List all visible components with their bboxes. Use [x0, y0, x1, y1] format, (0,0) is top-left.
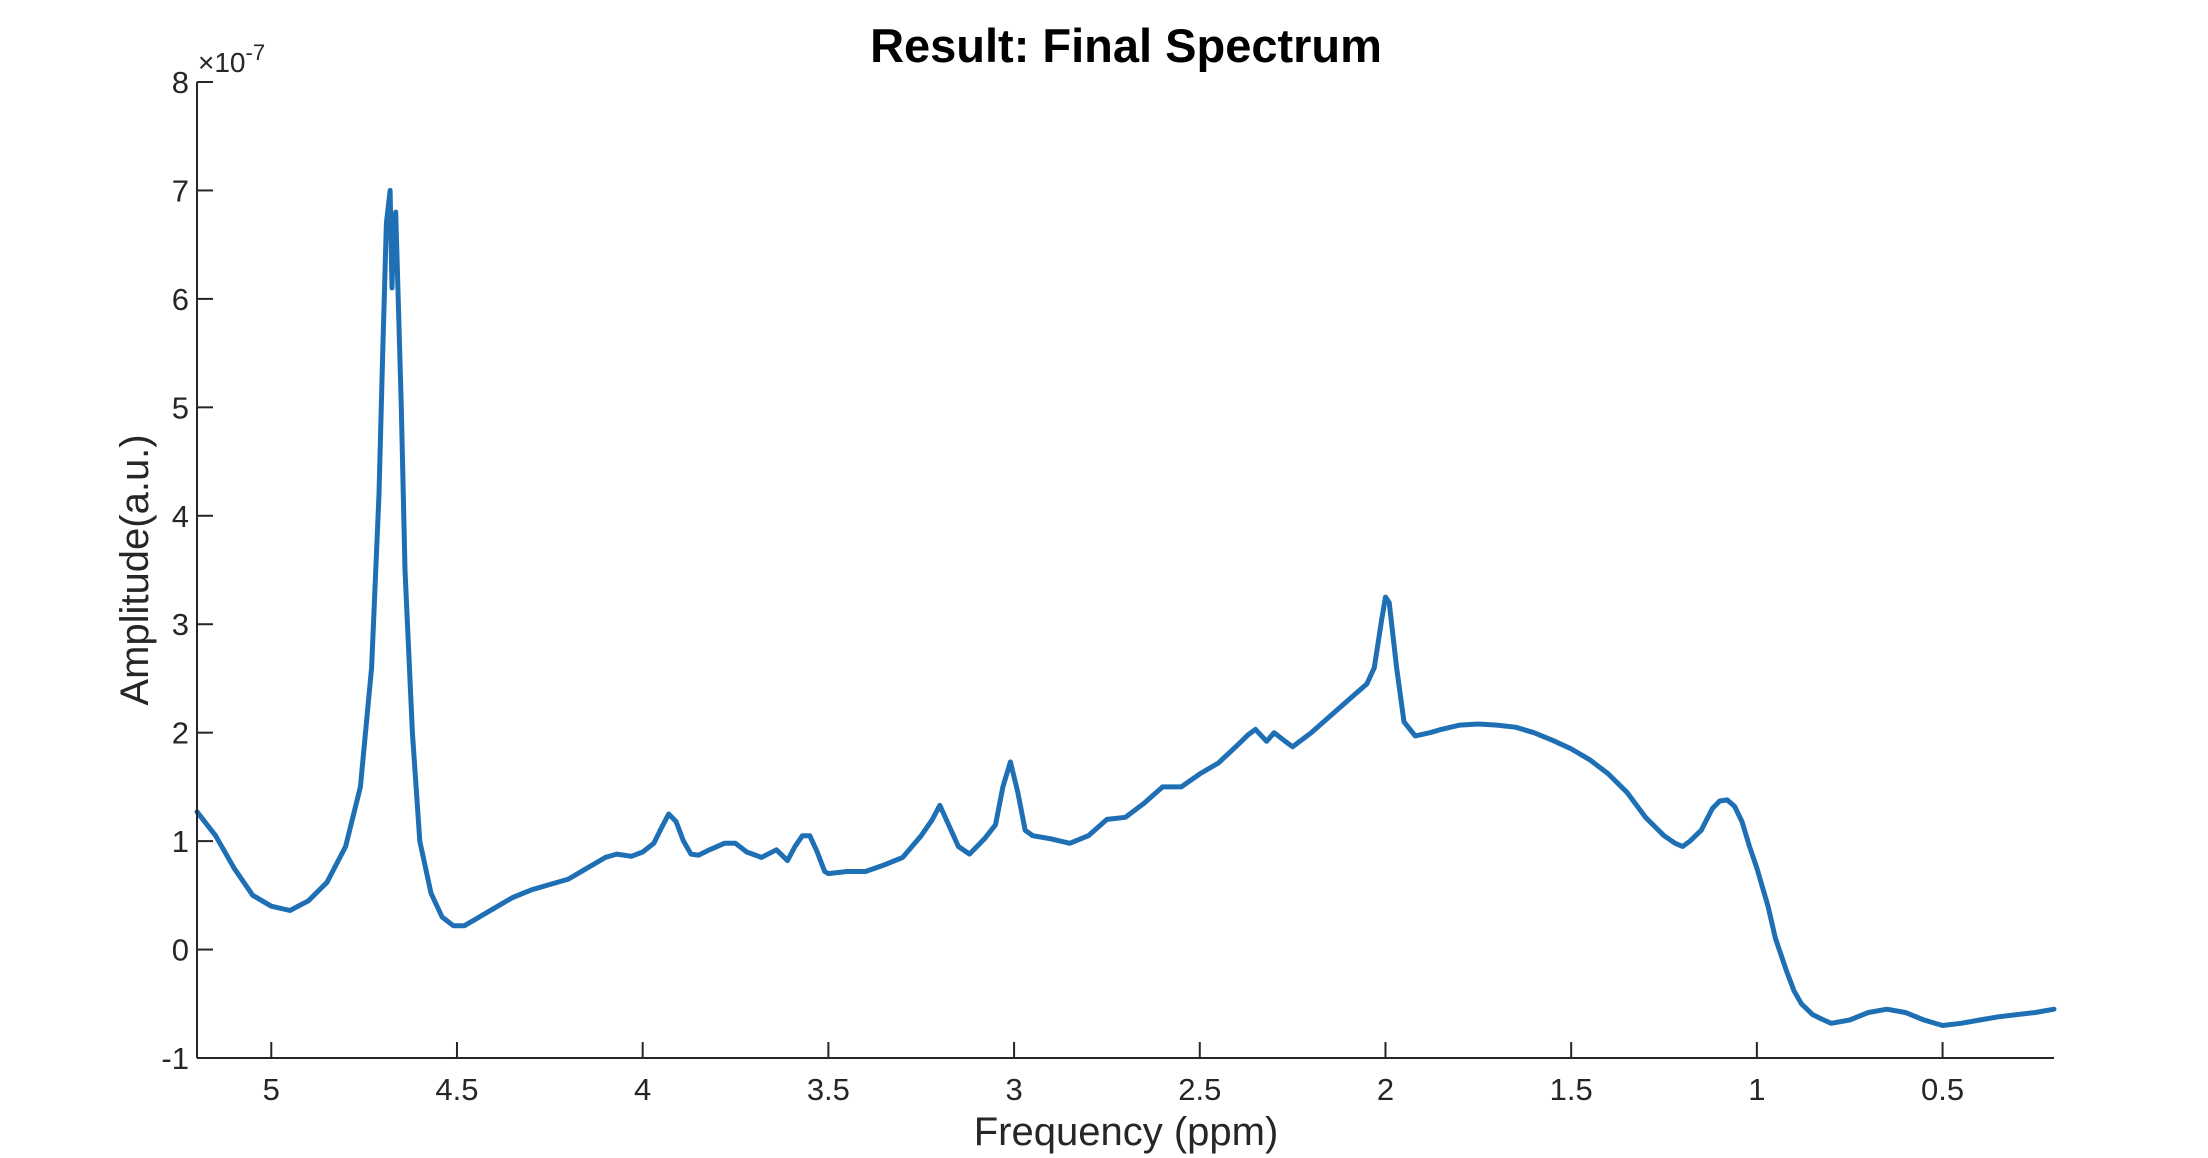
y-tick-label: 2 [172, 716, 189, 751]
x-tick-label: 3 [1005, 1072, 1022, 1107]
x-tick-label: 2.5 [1178, 1072, 1221, 1107]
y-axis-label: Amplitude(a.u.) [113, 434, 157, 705]
x-tick-label: 5 [263, 1072, 280, 1107]
y-tick-label: 1 [172, 824, 189, 859]
y-axis-ticks: -1 0 1 2 3 4 5 6 7 8 [161, 65, 213, 1076]
x-axis-label: Frequency (ppm) [974, 1110, 1279, 1154]
y-tick-label: 3 [172, 607, 189, 642]
x-tick-label: 3.5 [807, 1072, 850, 1107]
y-tick-label: 0 [172, 933, 189, 968]
x-tick-label: 1.5 [1550, 1072, 1593, 1107]
x-tick-label: 4 [634, 1072, 651, 1107]
x-tick-label: 0.5 [1921, 1072, 1964, 1107]
y-tick-label: -1 [161, 1041, 189, 1076]
y-exponent-power: -7 [246, 40, 266, 65]
y-tick-label: 6 [172, 282, 189, 317]
chart-title: Result: Final Spectrum [870, 19, 1382, 72]
x-tick-label: 1 [1748, 1072, 1765, 1107]
svg-text:×10-7: ×10-7 [198, 40, 265, 78]
y-exponent-label: ×10-7 [198, 40, 265, 78]
y-tick-label: 8 [172, 65, 189, 100]
y-tick-label: 7 [172, 173, 189, 208]
x-tick-label: 2 [1377, 1072, 1394, 1107]
x-axis-ticks: 5 4.5 4 3.5 3 2.5 2 1.5 1 0.5 [263, 1042, 1964, 1107]
y-tick-label: 5 [172, 390, 189, 425]
y-tick-label: 4 [172, 499, 189, 534]
y-exponent-base: ×10 [198, 47, 246, 78]
x-tick-label: 4.5 [435, 1072, 478, 1107]
spectrum-series-line [194, 187, 2057, 1028]
